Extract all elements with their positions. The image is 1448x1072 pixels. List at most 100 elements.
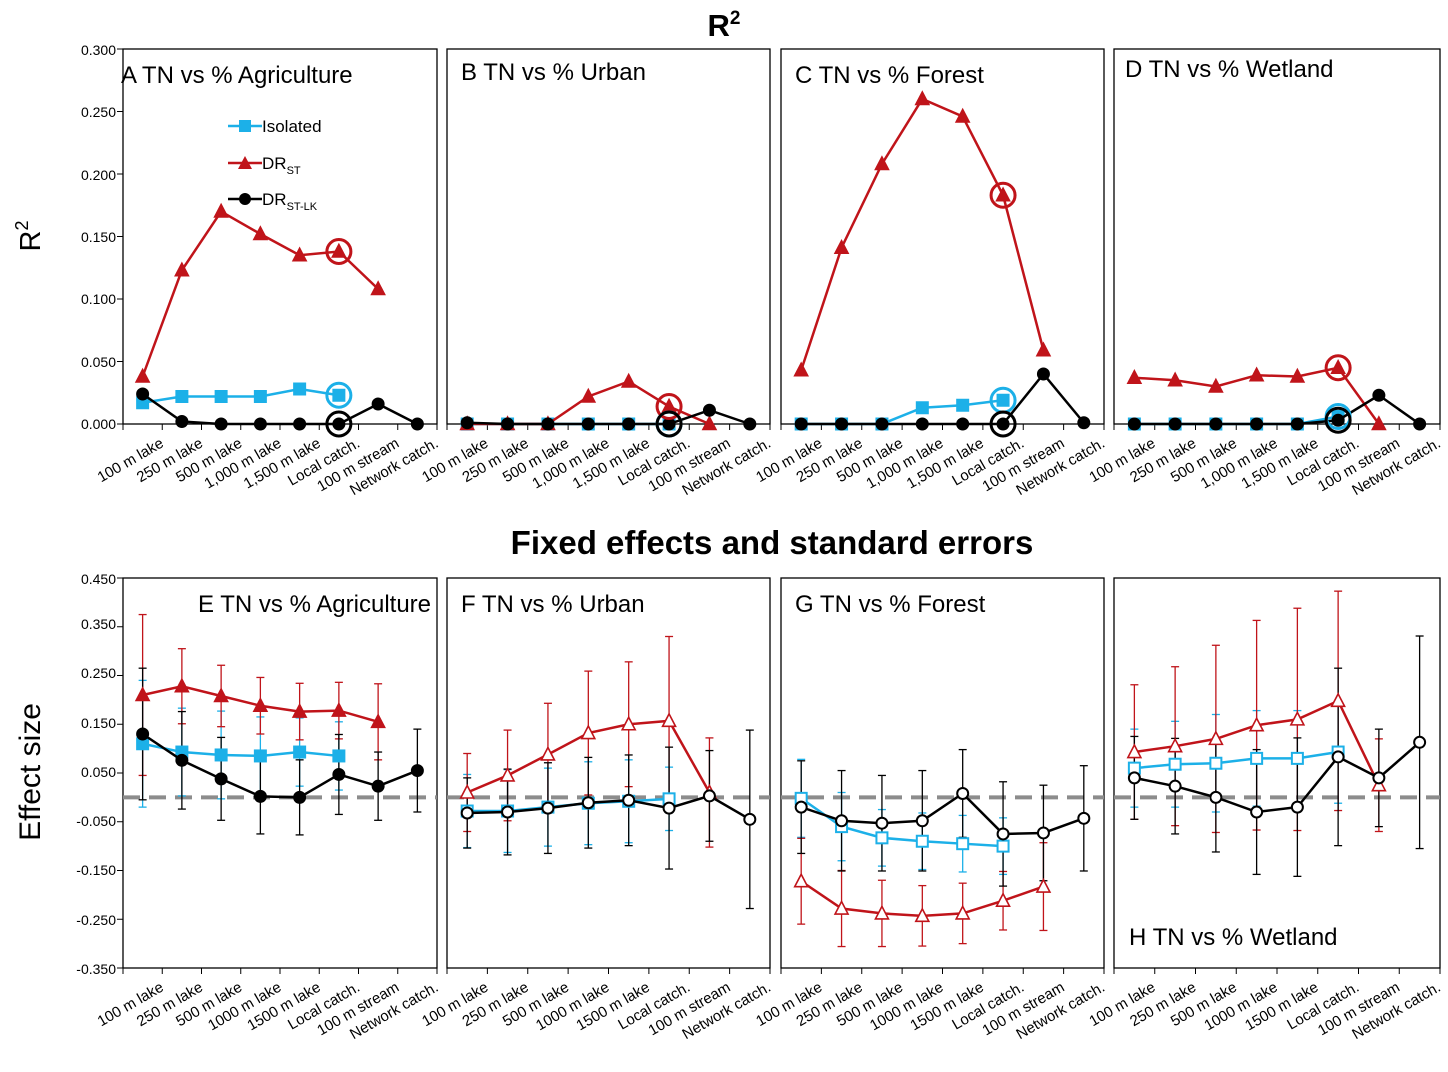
data-point-drstlk	[622, 793, 636, 807]
data-point-isolated	[915, 401, 929, 415]
data-point-drstlk	[501, 805, 515, 819]
data-point-drst	[174, 677, 190, 693]
data-point-drstlk	[702, 789, 716, 803]
panel-frame	[780, 48, 1105, 425]
panel-title: E TN vs % Agriculture	[198, 591, 431, 618]
data-point-drstlk	[875, 417, 889, 431]
data-point-isolated	[1209, 756, 1223, 770]
data-point-drstlk	[875, 816, 889, 830]
data-point-drst	[914, 90, 931, 106]
data-point-drst	[370, 280, 386, 296]
legend-item-drstlk: DRST-LK	[228, 190, 318, 213]
legend-drst-main: DR	[262, 154, 287, 173]
data-point-drstlk	[996, 827, 1010, 841]
data-point-drstlk	[835, 417, 849, 431]
data-point-drstlk	[1036, 826, 1050, 840]
data-point-drst	[1035, 341, 1052, 357]
highlight-ring-drst	[1324, 354, 1352, 382]
data-point-isolated	[956, 837, 970, 851]
top-y-tick-labels: 0.000 0.050 0.100 0.150 0.200 0.250 0.30…	[81, 42, 116, 432]
bottom-y-tick-labels: -0.350 -0.250 -0.150 -0.050 0.050 0.150 …	[76, 571, 116, 977]
series-line-isolated	[800, 797, 1004, 848]
data-point-drstlk	[253, 789, 267, 803]
data-point-drstlk	[1372, 388, 1386, 402]
data-point-isolated	[214, 748, 228, 762]
data-point-drst	[134, 686, 151, 702]
data-point-drstlk	[1127, 771, 1141, 785]
data-point-drst	[661, 712, 677, 728]
data-point-drstlk	[743, 812, 757, 826]
top-title: R2	[708, 8, 741, 43]
highlight-ring-drstlk	[1324, 406, 1352, 434]
data-point-isolated	[253, 390, 267, 403]
legend-item-drst: DRST	[228, 154, 301, 177]
y-tick-label: 0.250	[81, 104, 116, 120]
data-point-drst	[793, 872, 810, 888]
series-line-isolated	[1134, 750, 1339, 770]
panel-title: G TN vs % Forest	[795, 591, 986, 618]
data-point-drst	[1167, 371, 1183, 387]
data-point-drstlk	[214, 417, 228, 431]
data-point-drst	[1289, 367, 1306, 383]
y-tick-label: 0.250	[81, 665, 116, 681]
data-point-drstlk	[835, 814, 849, 828]
data-point-drst	[833, 899, 850, 915]
data-point-drstlk	[371, 779, 385, 793]
data-point-isolated	[175, 390, 189, 403]
series-line-drstlk	[800, 791, 1085, 836]
series-line-drstlk	[1134, 393, 1421, 426]
panel-title: A TN vs % Agriculture	[121, 62, 353, 89]
top-title-main: R	[708, 8, 730, 43]
highlight-ring-drstlk	[325, 410, 353, 438]
panel-frame	[1113, 48, 1441, 425]
data-point-drstlk	[915, 814, 929, 828]
data-point-drstlk	[1077, 811, 1091, 825]
data-point-drst	[1371, 776, 1387, 792]
data-point-isolated	[214, 390, 228, 403]
data-point-drstlk	[1168, 417, 1182, 431]
panel-frame	[1113, 577, 1441, 969]
legend-isolated-marker	[239, 120, 251, 132]
y-tick-label: -0.350	[76, 961, 116, 977]
data-point-drstlk	[581, 417, 595, 431]
data-point-drstlk	[371, 397, 385, 411]
legend: Isolated DRST DRST-LK	[228, 117, 322, 213]
data-point-drstlk	[1127, 417, 1141, 431]
data-point-drst	[1167, 737, 1183, 753]
data-point-drst	[793, 361, 810, 377]
data-point-isolated	[1290, 751, 1304, 765]
data-point-drstlk	[1290, 800, 1304, 814]
data-point-drstlk	[996, 417, 1010, 431]
legend-drst-label: DRST	[262, 154, 301, 177]
data-point-drstlk	[293, 417, 307, 431]
data-point-isolated	[253, 749, 267, 763]
data-point-drst	[1208, 377, 1224, 393]
top-title-sup: 2	[730, 8, 741, 29]
y-tick-label: 0.050	[81, 764, 116, 780]
panel-frame	[780, 577, 1105, 969]
data-point-drst	[1126, 743, 1143, 759]
data-point-drst	[995, 186, 1011, 202]
series-line-isolated	[801, 399, 1004, 426]
series-line-isolated	[142, 742, 339, 758]
data-point-drstlk	[136, 387, 150, 401]
data-point-drstlk	[1077, 416, 1091, 430]
data-point-drstlk	[1331, 413, 1345, 427]
data-point-drstlk	[175, 415, 189, 428]
highlight-ring-drst	[655, 393, 683, 420]
data-point-drstlk	[1413, 417, 1427, 431]
panel-title: B TN vs % Urban	[461, 59, 646, 86]
data-point-drstlk	[541, 801, 555, 815]
data-point-drst	[620, 715, 637, 731]
top-y-axis-label: R2	[12, 221, 47, 252]
data-point-drstlk	[1331, 750, 1345, 764]
data-point-isolated	[293, 745, 307, 759]
data-point-drstlk	[1372, 771, 1386, 785]
y-tick-label: -0.150	[76, 862, 116, 878]
bottom-y-axis-label: Effect size	[14, 703, 47, 841]
